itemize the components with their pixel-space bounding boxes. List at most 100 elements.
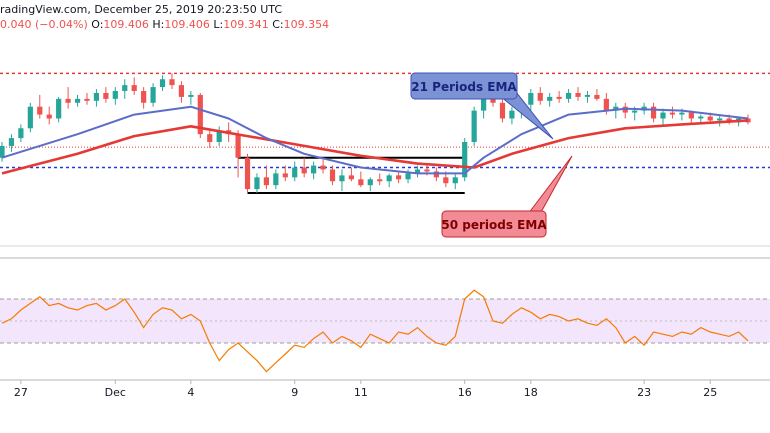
candle-body xyxy=(499,102,506,119)
candle-body xyxy=(679,112,685,115)
close-value: 109.354 xyxy=(283,18,330,31)
candle-body xyxy=(396,175,402,180)
candle-body xyxy=(688,112,694,119)
candle-body xyxy=(254,177,260,190)
candle-body xyxy=(509,110,515,119)
time-tick-label: Dec xyxy=(105,386,126,399)
high-value: 109.406 xyxy=(164,18,210,31)
candle-body xyxy=(216,130,222,143)
low-label: L: xyxy=(213,18,224,31)
candle-body xyxy=(367,179,373,186)
candle-body xyxy=(197,94,203,135)
candle-body xyxy=(669,112,676,115)
ema50-callout-label: 50 periods EMA xyxy=(441,218,547,232)
ema21-line xyxy=(1,105,749,175)
candles-group xyxy=(0,73,751,194)
header-title: radingView.com, December 25, 2019 20:23:… xyxy=(0,3,283,16)
candle-body xyxy=(424,169,430,172)
candle-body xyxy=(235,134,241,158)
candle-body xyxy=(301,167,307,174)
candle-body xyxy=(386,175,392,182)
time-tick-label: 9 xyxy=(291,386,298,399)
ema21-callout: 21 Periods EMA xyxy=(410,72,554,140)
candle-body xyxy=(565,92,572,99)
candle-body xyxy=(320,165,326,170)
candle-body xyxy=(27,106,33,129)
time-tick-label: 27 xyxy=(14,386,28,399)
candle-body xyxy=(594,94,600,99)
candle-body xyxy=(282,173,288,178)
candle-body xyxy=(603,98,609,111)
low-value: 109.341 xyxy=(223,18,269,31)
candle-body xyxy=(528,92,534,105)
candle-body xyxy=(56,98,62,119)
candle-body xyxy=(0,145,5,158)
candle-body xyxy=(537,92,543,101)
close-label: C: xyxy=(272,18,284,31)
candle-body xyxy=(141,91,147,103)
candle-body xyxy=(358,179,364,186)
time-tick-label: 25 xyxy=(703,386,717,399)
candle-body xyxy=(169,79,175,86)
chart-header: radingView.com, December 25, 2019 20:23:… xyxy=(0,0,770,36)
candle-body xyxy=(632,110,638,113)
time-tick-label: 18 xyxy=(524,386,538,399)
candle-body xyxy=(112,91,118,99)
candle-body xyxy=(263,177,270,186)
high-label: H: xyxy=(152,18,165,31)
time-tick-label: 4 xyxy=(187,386,194,399)
candle-body xyxy=(575,92,581,97)
candle-body xyxy=(348,175,354,180)
candle-body xyxy=(178,85,185,97)
candle-body xyxy=(37,106,43,115)
candle-body xyxy=(584,94,591,97)
candle-body xyxy=(650,106,657,119)
candle-body xyxy=(329,169,336,182)
candle-body xyxy=(443,177,449,184)
candle-body xyxy=(452,177,458,184)
candle-body xyxy=(462,142,468,178)
candle-body xyxy=(131,85,137,92)
time-tick-label: 23 xyxy=(637,386,651,399)
candle-body xyxy=(84,98,90,101)
ema50-callout: 50 periods EMA xyxy=(441,155,573,238)
candle-body xyxy=(292,167,298,178)
ema21-callout-box xyxy=(410,72,518,100)
candle-body xyxy=(46,114,52,119)
candle-body xyxy=(18,128,24,139)
time-tick-label: 16 xyxy=(458,386,472,399)
candle-body xyxy=(311,165,317,174)
candle-body xyxy=(405,173,411,180)
candle-body xyxy=(103,92,109,99)
candle-body xyxy=(471,110,477,143)
candle-body xyxy=(698,116,704,119)
candle-body xyxy=(717,118,723,121)
candle-body xyxy=(244,157,251,190)
candle-body xyxy=(188,94,194,97)
candle-body xyxy=(159,79,166,88)
candle-body xyxy=(480,94,487,111)
candle-body xyxy=(65,98,71,103)
candle-body xyxy=(377,179,383,182)
ema50-callout-pointer xyxy=(526,155,573,215)
open-label: O: xyxy=(91,18,104,31)
ema50-line xyxy=(1,119,749,175)
candle-body xyxy=(93,92,100,101)
rsi-line xyxy=(1,289,749,373)
candle-body xyxy=(150,87,156,103)
open-value: 109.406 xyxy=(103,18,149,31)
header-ohlc: 0.040 (−0.04%) O:109.406 H:109.406 L:109… xyxy=(0,18,329,31)
candle-body xyxy=(613,106,619,111)
candle-body xyxy=(556,96,562,99)
ema21-callout-label: 21 Periods EMA xyxy=(411,80,517,94)
candle-body xyxy=(207,134,213,143)
candle-body xyxy=(8,138,15,146)
candle-body xyxy=(339,175,345,182)
ema50-callout-box xyxy=(441,210,547,238)
candle-body xyxy=(414,169,421,174)
candle-body xyxy=(547,96,553,101)
candle-body xyxy=(660,112,666,119)
candle-body xyxy=(273,173,279,186)
